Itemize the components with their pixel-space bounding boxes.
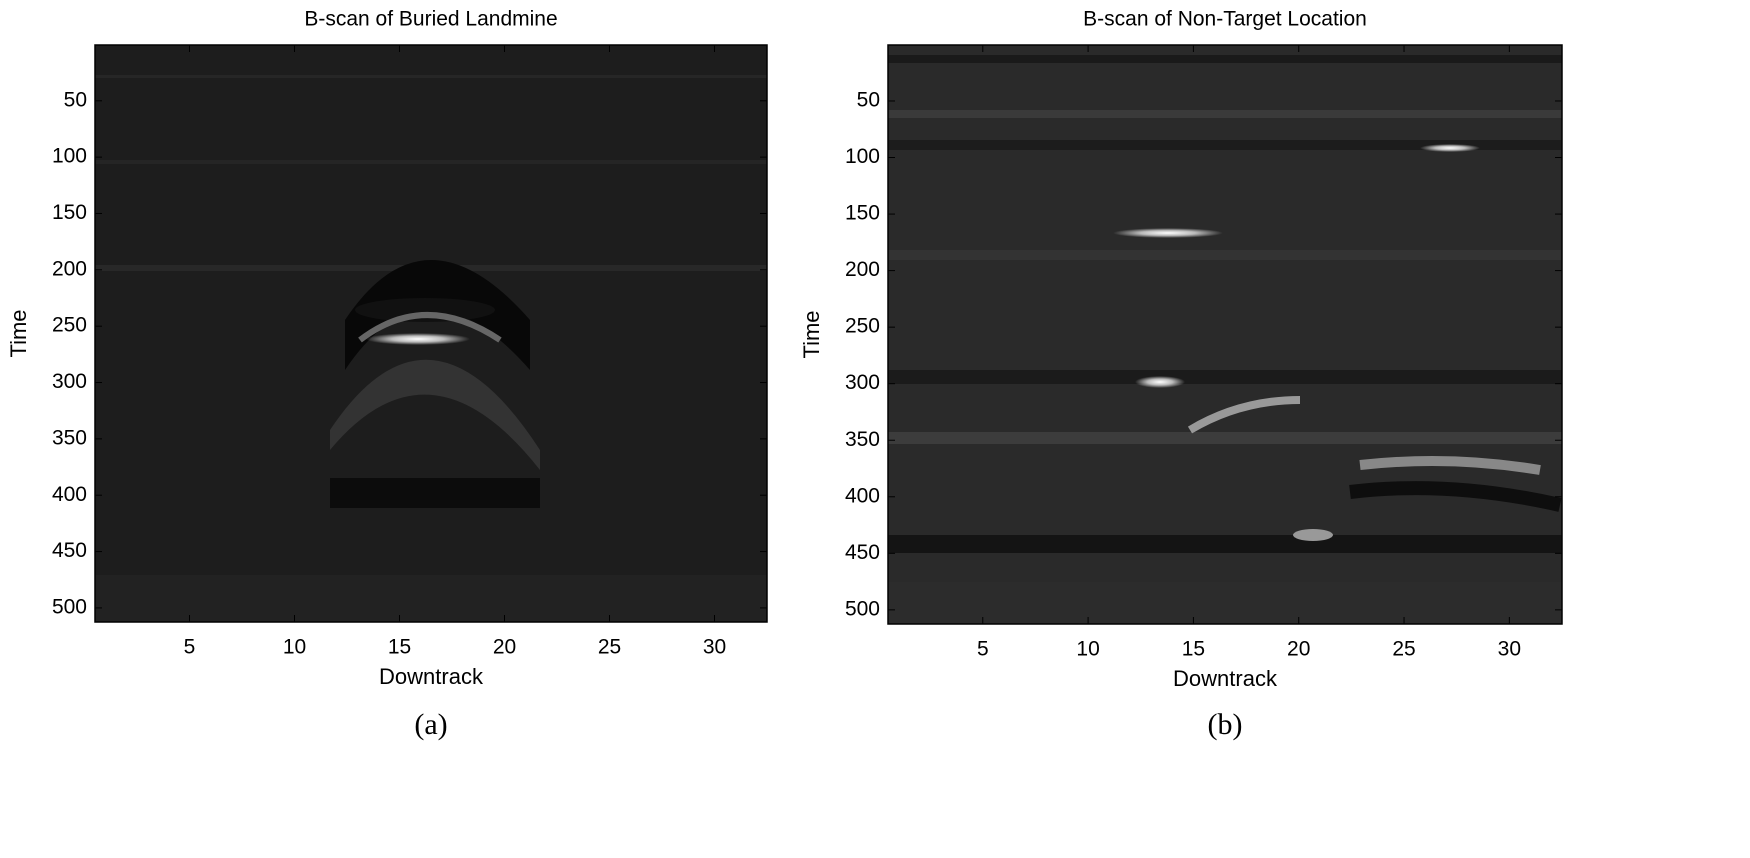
y-tick-label: 400 bbox=[845, 484, 880, 507]
caption: (a) bbox=[414, 708, 447, 741]
y-tick-label: 500 bbox=[52, 595, 87, 618]
y-tick-label: 50 bbox=[64, 88, 87, 111]
x-tick-label: 15 bbox=[1182, 638, 1205, 661]
y-tick-label: 100 bbox=[52, 145, 87, 168]
y-tick-label: 400 bbox=[52, 483, 87, 506]
x-tick-label: 25 bbox=[598, 636, 621, 659]
y-tick-label: 350 bbox=[52, 426, 87, 449]
y-tick-label: 300 bbox=[52, 370, 87, 393]
y-tick-label: 350 bbox=[845, 428, 880, 451]
x-tick-label: 20 bbox=[493, 636, 516, 659]
y-tick-label: 150 bbox=[845, 202, 880, 225]
caption: (b) bbox=[1208, 708, 1243, 741]
y-axis-label: Time bbox=[6, 309, 31, 357]
y-axis-label: Time bbox=[799, 310, 824, 358]
x-axis-label: Downtrack bbox=[379, 664, 484, 689]
y-tick-label: 200 bbox=[845, 258, 880, 281]
plot-frame bbox=[887, 44, 1563, 625]
y-tick-label: 250 bbox=[52, 314, 87, 337]
heatmap-panel: 5 10 15 20 25 30 50 100 150 200 250 300 350 400 450 500… bbox=[799, 8, 1563, 741]
y-tick-label: 150 bbox=[52, 201, 87, 224]
y-tick-label: 250 bbox=[845, 315, 880, 338]
y-tick-label: 200 bbox=[52, 257, 87, 280]
y-tick-label: 50 bbox=[857, 89, 880, 112]
x-tick-label: 15 bbox=[388, 636, 411, 659]
x-tick-label: 10 bbox=[1076, 638, 1099, 661]
chart-title: B-scan of Non-Target Location bbox=[1083, 8, 1367, 31]
x-tick-label: 25 bbox=[1392, 638, 1415, 661]
heatmap-panel: 5 10 15 20 25 30 50 100 150 200 250 300 350 400 450 500… bbox=[6, 8, 768, 741]
x-tick-label: 30 bbox=[1498, 638, 1521, 661]
x-tick-label: 5 bbox=[184, 636, 196, 659]
x-tick-label: 20 bbox=[1287, 638, 1310, 661]
y-tick-label: 450 bbox=[52, 539, 87, 562]
chart-title: B-scan of Buried Landmine bbox=[304, 8, 557, 31]
y-tick-label: 500 bbox=[845, 597, 880, 620]
y-tick-label: 450 bbox=[845, 541, 880, 564]
scan-image bbox=[888, 45, 1562, 624]
plot-frame bbox=[94, 44, 768, 623]
x-tick-label: 10 bbox=[283, 636, 306, 659]
x-tick-label: 5 bbox=[977, 638, 989, 661]
x-axis-label: Downtrack bbox=[1173, 666, 1278, 691]
x-tick-label: 30 bbox=[703, 636, 726, 659]
scan-image bbox=[95, 45, 767, 622]
y-tick-label: 100 bbox=[845, 145, 880, 168]
y-tick-label: 300 bbox=[845, 371, 880, 394]
